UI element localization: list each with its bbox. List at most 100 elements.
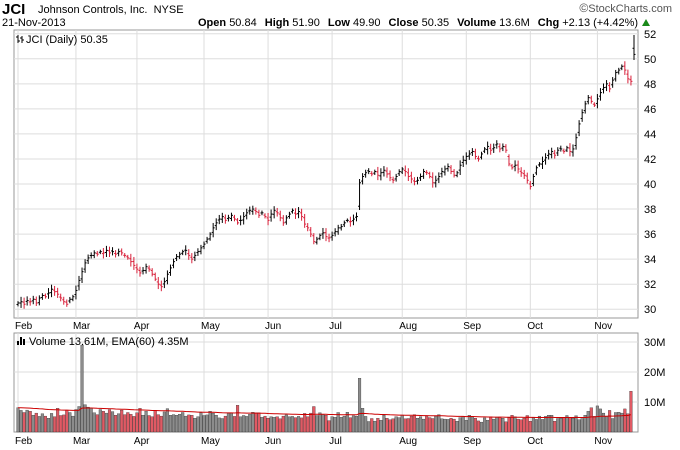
volume-bar bbox=[629, 391, 633, 433]
price-tick-label: 50 bbox=[644, 54, 656, 66]
price-tick-label: 46 bbox=[644, 104, 656, 116]
price-bar bbox=[16, 301, 20, 307]
volume-bar bbox=[156, 414, 160, 433]
volume-bar bbox=[583, 415, 587, 433]
price-bar bbox=[236, 218, 240, 225]
volume-bar bbox=[181, 412, 185, 433]
volume-legend: Volume 13.61M, EMA(60) 4.35M bbox=[17, 336, 189, 348]
volume-bar bbox=[553, 421, 557, 433]
volume-bar bbox=[303, 413, 307, 433]
price-bar bbox=[303, 213, 307, 228]
volume-bar bbox=[178, 414, 182, 433]
volume-month-label: Mar bbox=[73, 436, 91, 447]
volume-bar bbox=[306, 416, 310, 433]
price-bar bbox=[510, 163, 514, 170]
volume-bar bbox=[92, 412, 96, 433]
volume-bar bbox=[162, 411, 166, 433]
price-bar bbox=[144, 263, 148, 274]
price-bar bbox=[43, 293, 47, 299]
exchange-label: NYSE bbox=[153, 4, 184, 16]
volume-bar bbox=[135, 412, 139, 433]
volume-bar bbox=[547, 415, 551, 433]
volume-bar bbox=[367, 421, 371, 433]
volume-bar bbox=[111, 411, 115, 433]
price-month-label: Jun bbox=[265, 321, 281, 332]
volume-bar bbox=[236, 405, 240, 433]
price-bar bbox=[516, 160, 520, 174]
price-bar bbox=[629, 75, 633, 86]
volume-bar bbox=[297, 416, 301, 433]
price-bar bbox=[632, 35, 636, 61]
price-bar bbox=[428, 171, 432, 179]
volume-bar bbox=[168, 415, 172, 433]
volume-bar bbox=[507, 417, 511, 433]
price-bar bbox=[324, 228, 328, 242]
price-bar bbox=[257, 209, 261, 218]
volume-bar bbox=[409, 415, 413, 433]
volume-bar bbox=[598, 408, 602, 433]
price-bar bbox=[547, 149, 551, 160]
watermark-text: StockCharts.com bbox=[588, 3, 672, 15]
volume-bar bbox=[199, 412, 203, 433]
price-bar bbox=[181, 249, 185, 256]
price-bar bbox=[376, 166, 380, 181]
price-tick-label: 38 bbox=[644, 204, 656, 216]
volume-bar bbox=[358, 378, 362, 433]
price-bar bbox=[443, 165, 447, 176]
volume-bar bbox=[257, 412, 261, 433]
volume-bar bbox=[101, 411, 105, 433]
volume-bar bbox=[495, 417, 499, 433]
price-bar bbox=[107, 246, 111, 258]
volume-bar bbox=[132, 416, 136, 433]
price-axis: 30 32 34 36 38 40 42 44 46 48 50 52 Feb Mar Apr May Jun J… bbox=[15, 29, 656, 332]
price-bar bbox=[458, 160, 462, 176]
price-bar bbox=[348, 216, 352, 227]
volume-bar bbox=[242, 415, 246, 433]
volume-bar bbox=[220, 418, 224, 433]
price-bar bbox=[437, 172, 441, 184]
legend-ohlc-icon bbox=[16, 35, 24, 43]
volume-tick-label: 10M bbox=[644, 397, 665, 409]
price-bar bbox=[178, 251, 182, 260]
volume-bar bbox=[342, 415, 346, 433]
volume-bar bbox=[321, 414, 325, 433]
price-bar bbox=[104, 245, 108, 258]
price-bar bbox=[37, 295, 41, 306]
volume-bar bbox=[251, 412, 255, 433]
price-bar bbox=[400, 167, 404, 174]
volume-bar bbox=[150, 416, 154, 433]
volume-bar bbox=[266, 418, 270, 433]
volume-bar bbox=[574, 415, 578, 433]
volume-bar bbox=[336, 412, 340, 433]
volume-bar bbox=[300, 417, 304, 433]
price-bar bbox=[309, 227, 313, 238]
volume-tick-label: 30M bbox=[644, 337, 665, 349]
volume-bar bbox=[65, 409, 69, 433]
price-bar bbox=[53, 285, 57, 296]
volume-bar bbox=[107, 409, 112, 433]
volume-bar bbox=[284, 414, 288, 433]
volume-bar bbox=[287, 416, 291, 433]
price-bar bbox=[68, 296, 72, 304]
price-bar bbox=[162, 277, 166, 289]
price-bar bbox=[98, 249, 102, 255]
price-bar bbox=[46, 288, 50, 299]
price-bar bbox=[525, 172, 529, 184]
ema-line bbox=[17, 407, 632, 418]
volume-bar bbox=[498, 416, 502, 433]
price-bar bbox=[34, 296, 38, 306]
volume-bar bbox=[205, 414, 209, 433]
volume-bar bbox=[226, 413, 230, 433]
price-bar bbox=[327, 233, 331, 243]
volume-bar bbox=[385, 418, 389, 433]
price-bar bbox=[330, 231, 334, 241]
volume-bar bbox=[50, 413, 54, 433]
price-bar bbox=[248, 206, 252, 215]
volume-bar bbox=[406, 418, 410, 433]
price-bar bbox=[614, 69, 618, 82]
volume-bar bbox=[62, 414, 66, 433]
volume-label: Volume bbox=[457, 17, 497, 29]
price-bar bbox=[275, 207, 279, 217]
price-bar bbox=[434, 175, 438, 188]
volume-bar bbox=[534, 419, 538, 433]
